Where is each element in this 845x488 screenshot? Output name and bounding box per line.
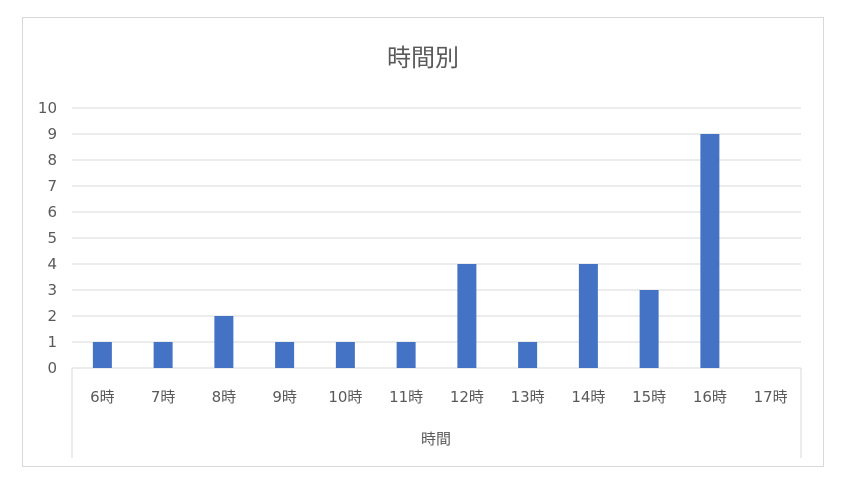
y-tick-label: 6 xyxy=(47,203,57,221)
bar-9時 xyxy=(275,342,295,368)
x-tick-label: 10時 xyxy=(328,388,362,406)
y-tick-label: 1 xyxy=(47,333,57,351)
x-tick-label: 8時 xyxy=(212,388,237,406)
chart-frame xyxy=(22,17,824,467)
x-tick-label: 9時 xyxy=(272,388,297,406)
bar-13時 xyxy=(518,342,538,368)
bar-8時 xyxy=(214,316,234,368)
bar-6時 xyxy=(92,342,112,368)
y-tick-label: 8 xyxy=(47,151,57,169)
bar-10時 xyxy=(335,342,355,368)
y-tick-label: 0 xyxy=(47,359,57,377)
bar-16時 xyxy=(700,134,720,368)
y-tick-label: 4 xyxy=(47,255,57,273)
x-tick-label: 17時 xyxy=(754,388,788,406)
y-axis-ticks: 0 1 2 3 4 5 6 7 8 9 10 xyxy=(38,99,57,377)
gridlines xyxy=(72,107,801,369)
y-tick-label: 10 xyxy=(38,99,57,117)
x-tick-label: 14時 xyxy=(571,388,605,406)
y-tick-label: 9 xyxy=(47,125,57,143)
y-tick-label: 5 xyxy=(47,229,57,247)
x-tick-label: 11時 xyxy=(389,388,423,406)
bar-7時 xyxy=(153,342,173,368)
bar-12時 xyxy=(457,264,477,368)
bars xyxy=(92,134,720,368)
y-tick-label: 2 xyxy=(47,307,57,325)
y-tick-label: 3 xyxy=(47,281,57,299)
x-tick-label: 12時 xyxy=(450,388,484,406)
x-axis-frame xyxy=(71,368,802,458)
y-tick-label: 7 xyxy=(47,177,57,195)
x-tick-label: 7時 xyxy=(151,388,176,406)
x-axis-label: 時間 xyxy=(421,430,451,448)
x-tick-label: 6時 xyxy=(90,388,115,406)
bar-15時 xyxy=(639,290,659,368)
x-tick-label: 13時 xyxy=(511,388,545,406)
chart-title: 時間別 xyxy=(387,44,459,72)
x-axis-ticks: 6時 7時 8時 9時 10時 11時 12時 13時 14時 15時 16時 17時 xyxy=(90,388,788,406)
x-tick-label: 15時 xyxy=(632,388,666,406)
x-tick-label: 16時 xyxy=(693,388,727,406)
bar-11時 xyxy=(396,342,416,368)
bar-14時 xyxy=(578,264,598,368)
